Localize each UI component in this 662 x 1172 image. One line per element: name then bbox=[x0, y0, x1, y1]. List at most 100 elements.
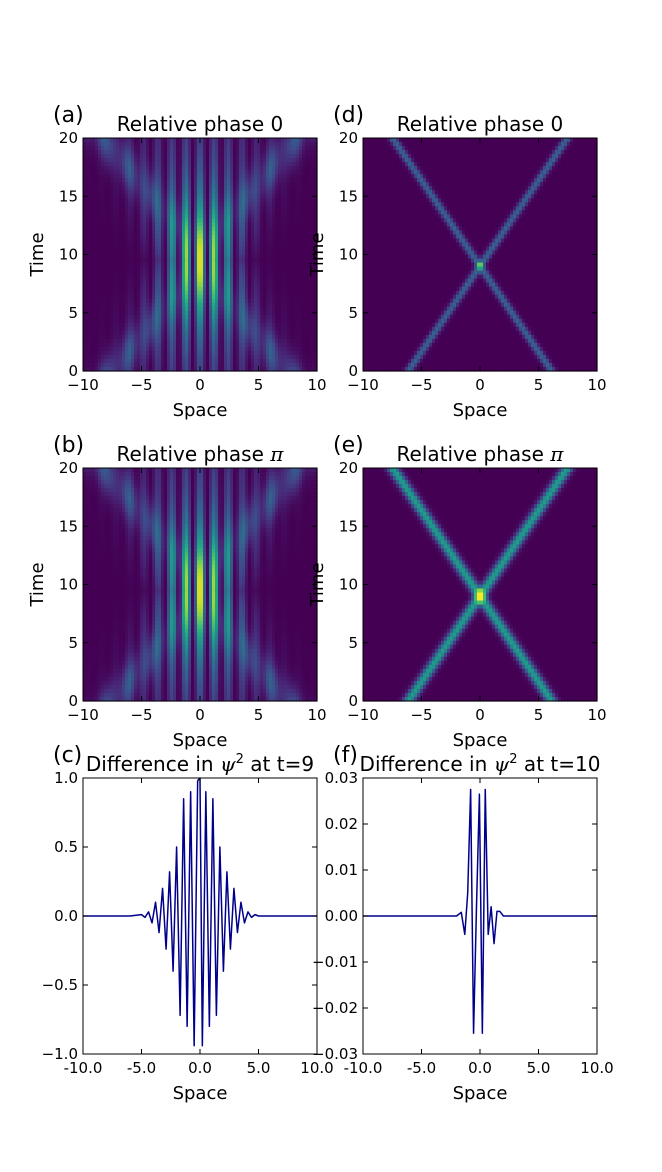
heatmap-cell bbox=[152, 306, 156, 312]
heatmap-cell bbox=[146, 250, 150, 256]
heatmap-cell bbox=[191, 286, 195, 292]
heatmap-cell bbox=[173, 258, 177, 264]
heatmap-cell bbox=[203, 366, 207, 372]
heatmap-cell bbox=[314, 366, 318, 372]
heatmap-cell bbox=[438, 150, 442, 155]
heatmap-cell bbox=[143, 222, 147, 227]
heatmap-cell bbox=[308, 346, 312, 352]
heatmap-cell bbox=[305, 354, 309, 360]
heatmap-cell bbox=[188, 246, 192, 252]
heatmap-cell bbox=[251, 198, 255, 203]
heatmap-cell bbox=[465, 146, 469, 151]
heatmap-cell bbox=[203, 314, 207, 320]
heatmap-cell bbox=[269, 234, 273, 240]
heatmap-cell bbox=[125, 274, 129, 280]
heatmap-cell bbox=[167, 334, 171, 340]
heatmap-cell bbox=[287, 226, 291, 231]
heatmap-cell bbox=[185, 346, 189, 352]
heatmap-cell bbox=[200, 246, 204, 252]
heatmap-cell bbox=[119, 162, 123, 167]
heatmap-cell bbox=[552, 138, 556, 143]
heatmap-cell bbox=[236, 166, 240, 171]
heatmap-cell bbox=[233, 290, 237, 296]
heatmap-cell bbox=[248, 210, 252, 215]
heatmap-cell bbox=[116, 194, 120, 199]
heatmap-cell bbox=[287, 246, 291, 252]
heatmap-cell bbox=[245, 142, 249, 147]
heatmap-cell bbox=[101, 350, 105, 356]
heatmap-cell bbox=[188, 306, 192, 312]
heatmap-cell bbox=[203, 354, 207, 360]
heatmap-cell bbox=[293, 262, 297, 268]
heatmap-cell bbox=[450, 138, 454, 143]
heatmap-cell bbox=[146, 302, 150, 308]
heatmap-cell bbox=[131, 294, 135, 300]
heatmap-cell bbox=[218, 234, 222, 240]
heatmap-cell bbox=[83, 230, 87, 236]
heatmap-cell bbox=[206, 230, 210, 236]
heatmap-cell bbox=[293, 166, 297, 171]
heatmap-cell bbox=[86, 210, 90, 215]
heatmap-cell bbox=[128, 254, 132, 260]
heatmap-cell bbox=[266, 242, 270, 248]
heatmap-cell bbox=[101, 154, 105, 159]
heatmap-cell bbox=[281, 154, 285, 159]
heatmap-cell bbox=[308, 214, 312, 219]
heatmap-cell bbox=[314, 302, 318, 308]
heatmap-cell bbox=[233, 138, 237, 143]
heatmap-cell bbox=[128, 266, 132, 272]
heatmap-cell bbox=[116, 310, 120, 316]
heatmap-cell bbox=[89, 154, 93, 159]
heatmap-cell bbox=[263, 262, 267, 268]
heatmap-cell bbox=[101, 270, 105, 276]
heatmap-cell bbox=[137, 166, 141, 171]
heatmap-cell bbox=[281, 234, 285, 240]
heatmap-cell bbox=[161, 146, 165, 151]
heatmap-cell bbox=[125, 294, 129, 300]
heatmap-cell bbox=[170, 330, 174, 336]
heatmap-cell bbox=[197, 306, 201, 312]
heatmap-cell bbox=[426, 150, 430, 155]
heatmap-cell bbox=[173, 242, 177, 248]
heatmap-cell bbox=[236, 142, 240, 147]
heatmap-cell bbox=[233, 218, 237, 223]
heatmap-cell bbox=[414, 142, 418, 147]
heatmap-cell bbox=[305, 306, 309, 312]
heatmap-cell bbox=[269, 150, 273, 155]
heatmap-cell bbox=[215, 314, 219, 320]
heatmap-cell bbox=[143, 306, 147, 312]
heatmap-cell bbox=[215, 342, 219, 348]
heatmap-cell bbox=[161, 158, 165, 163]
heatmap-cell bbox=[122, 174, 126, 179]
heatmap-cell bbox=[203, 194, 207, 199]
heatmap-cell bbox=[191, 222, 195, 227]
heatmap-cell bbox=[209, 290, 213, 296]
heatmap-cell bbox=[98, 226, 102, 231]
heatmap-cell bbox=[242, 330, 246, 336]
heatmap-cell bbox=[236, 226, 240, 231]
heatmap-cell bbox=[92, 258, 96, 264]
heatmap-cell bbox=[161, 170, 165, 175]
heatmap-cell bbox=[119, 318, 123, 324]
heatmap-cell bbox=[284, 182, 288, 187]
heatmap-cell bbox=[218, 242, 222, 248]
heatmap-cell bbox=[119, 234, 123, 240]
heatmap-cell bbox=[311, 234, 315, 240]
heatmap-cell bbox=[155, 342, 159, 348]
heatmap-cell bbox=[308, 150, 312, 155]
heatmap-cell bbox=[206, 210, 210, 215]
heatmap-cell bbox=[215, 330, 219, 336]
heatmap-cell bbox=[197, 366, 201, 372]
heatmap-cell bbox=[251, 278, 255, 284]
heatmap-cell bbox=[275, 346, 279, 352]
heatmap-cell bbox=[305, 330, 309, 336]
heatmap-cell bbox=[125, 170, 129, 175]
heatmap-cell bbox=[137, 270, 141, 276]
heatmap-cell bbox=[266, 234, 270, 240]
heatmap-cell bbox=[167, 254, 171, 260]
heatmap-cell bbox=[239, 258, 243, 264]
heatmap-cell bbox=[239, 250, 243, 256]
heatmap-cell bbox=[281, 302, 285, 308]
heatmap-cell bbox=[209, 286, 213, 292]
heatmap-cell bbox=[218, 182, 222, 187]
